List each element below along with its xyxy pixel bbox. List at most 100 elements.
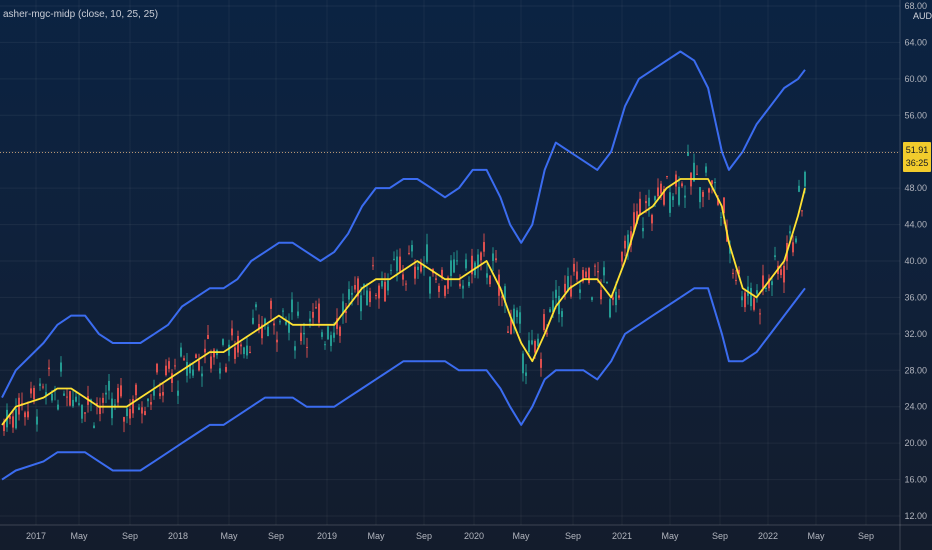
candle-body (792, 242, 794, 253)
candle-body (552, 300, 554, 312)
candle-body (522, 353, 524, 374)
candle-body (57, 404, 59, 410)
candle-body (654, 196, 656, 201)
candle-body (462, 285, 464, 289)
candle-body (210, 356, 212, 369)
candle-body (501, 296, 503, 298)
candle-body (372, 265, 374, 267)
candle-body (477, 254, 479, 269)
candle-body (183, 358, 185, 361)
candle-body (543, 314, 545, 331)
candle-body (594, 265, 596, 267)
candle-body (204, 348, 206, 353)
candle-body (30, 388, 32, 394)
candle-body (447, 277, 449, 289)
candle-body (402, 274, 404, 280)
candle-body (801, 210, 803, 212)
candle-body (369, 291, 371, 303)
candle-body (258, 324, 260, 329)
candle-body (657, 187, 659, 197)
candle-body (75, 396, 77, 402)
bar-countdown: 36:25 (905, 158, 929, 168)
candle-body (228, 344, 230, 356)
candle-body (303, 332, 305, 335)
x-tick-label: 2017 (26, 531, 46, 541)
candle-body (363, 284, 365, 288)
candle-body (591, 297, 593, 300)
candle-body (555, 289, 557, 299)
candle-body (738, 269, 740, 274)
candle-body (765, 287, 767, 290)
candle-body (276, 339, 278, 343)
candle-body (669, 192, 671, 213)
candle-body (135, 384, 137, 396)
candle-body (492, 253, 494, 261)
candle-body (795, 238, 797, 243)
candle-body (192, 369, 194, 376)
candle-body (255, 304, 257, 308)
candle-body (780, 269, 782, 276)
candle-body (225, 367, 227, 372)
candle-body (771, 281, 773, 286)
candle-body (384, 281, 386, 302)
candle-body (531, 340, 533, 345)
candle-body (537, 338, 539, 347)
candle-body (168, 361, 170, 369)
candle-body (114, 404, 116, 406)
candle-body (306, 346, 308, 348)
candle-body (141, 407, 143, 414)
candle-body (9, 416, 11, 419)
candle-body (732, 272, 734, 274)
candle-body (651, 214, 653, 224)
candle-body (408, 252, 410, 254)
candle-body (198, 360, 200, 371)
x-tick-label: Sep (858, 531, 874, 541)
candle-body (105, 392, 107, 395)
candle-body (279, 321, 281, 323)
candle-body (762, 275, 764, 289)
candle-body (390, 269, 392, 271)
candle-body (387, 280, 389, 291)
candle-body (285, 321, 287, 325)
candle-body (78, 403, 80, 405)
candle-body (93, 425, 95, 429)
candle-body (102, 397, 104, 403)
candle-body (150, 402, 152, 405)
candle-body (366, 290, 368, 306)
candle-body (162, 392, 164, 396)
candle-body (174, 365, 176, 367)
candle-body (138, 407, 140, 410)
indicator-label[interactable]: asher-mgc-midp (close, 10, 25, 25) (3, 9, 159, 20)
candle-body (420, 263, 422, 272)
candle-body (15, 408, 17, 429)
candle-body (729, 246, 731, 254)
y-tick-label: 56.00 (904, 110, 927, 120)
x-tick-label: May (367, 531, 385, 541)
candle-body (126, 408, 128, 417)
candle-body (744, 292, 746, 308)
candle-body (315, 307, 317, 309)
candle-body (39, 383, 41, 387)
candle-body (456, 260, 458, 262)
candle-body (699, 187, 701, 203)
candle-body (528, 340, 530, 352)
candle-body (321, 332, 323, 337)
candle-body (630, 231, 632, 246)
x-tick-label: 2022 (758, 531, 778, 541)
candle-body (636, 211, 638, 224)
candle-body (99, 407, 101, 414)
candle-body (684, 195, 686, 198)
candle-body (450, 260, 452, 276)
candle-body (333, 332, 335, 338)
candle-body (345, 311, 347, 313)
candle-body (720, 216, 722, 218)
candle-body (495, 258, 497, 261)
candle-body (297, 311, 299, 316)
candle-body (471, 255, 473, 275)
candle-body (159, 393, 161, 397)
candle-body (33, 387, 35, 400)
x-tick-label: May (70, 531, 88, 541)
candle-body (648, 197, 650, 207)
